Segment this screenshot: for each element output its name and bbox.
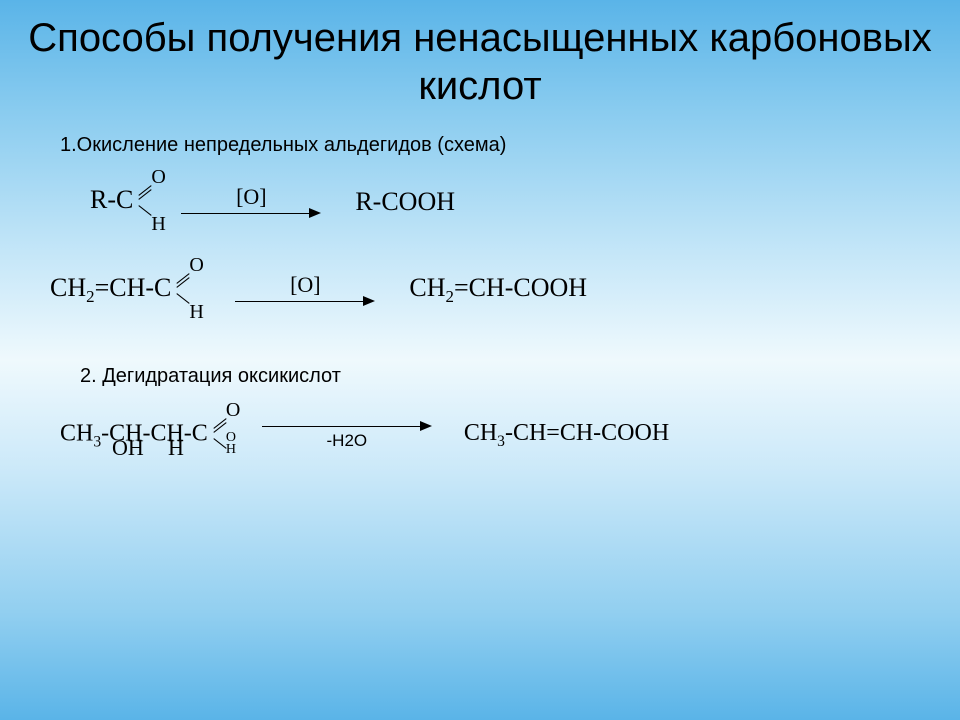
reaction-2: CH2=CH-C O H [O] CH2=CH-COOH xyxy=(50,255,960,325)
arrow-2: [O] xyxy=(235,272,375,308)
reactant-3: CH3-CH-CH-C O OH OH H xyxy=(60,405,242,465)
h-atom-2: H xyxy=(189,301,203,324)
arrow-3: -H2O xyxy=(262,419,432,451)
slide-title: Способы получения ненасыщенных карбоновы… xyxy=(0,0,960,110)
section2-reactions: CH3-CH-CH-C O OH OH H -H2O CH3-CH=CH-COO… xyxy=(60,400,960,470)
r3-a: CH xyxy=(60,421,93,447)
arrow-1: [O] xyxy=(181,184,321,220)
product-2: CH2=CH-COOH xyxy=(409,273,587,307)
o-atom-2: O xyxy=(189,254,203,277)
reaction-3: CH3-CH-CH-C O OH OH H -H2O CH3-CH=CH-COO… xyxy=(60,400,960,470)
o-atom: O xyxy=(151,166,165,189)
r2-sub: 2 xyxy=(86,287,94,306)
carbonyl-group: O H xyxy=(133,172,167,232)
branch-oh: OH xyxy=(112,435,144,461)
p3-sub: 3 xyxy=(497,432,505,449)
p2-b: =CH-COOH xyxy=(454,273,587,302)
section2-label: 2. Дегидратация оксикислот xyxy=(80,365,960,388)
p3-a: CH xyxy=(464,420,497,446)
product-1: R-COOH xyxy=(355,187,455,217)
arrow-3-label: -H2O xyxy=(327,431,368,451)
section1-reactions: R-C O H [O] R-COOH CH2=CH-C O H [O] CH2=… xyxy=(90,167,960,325)
p2-a: CH xyxy=(409,273,445,302)
carbonyl-group-3: O OH xyxy=(208,405,242,465)
r3-sub: 3 xyxy=(93,433,101,450)
o-atom-3: O xyxy=(226,399,240,422)
p2-sub: 2 xyxy=(445,287,453,306)
reactant-2: CH2=CH-C O H xyxy=(50,260,205,320)
reactant-1-text: R-C xyxy=(90,185,133,214)
oh-atom-3: OH xyxy=(226,432,236,457)
carbonyl-group-2: O H xyxy=(171,260,205,320)
r2-a: CH xyxy=(50,273,86,302)
branch-h: H xyxy=(168,435,184,461)
product-3: CH3-CH=CH-COOH xyxy=(464,420,669,451)
r2-b: =CH-C xyxy=(95,273,172,302)
h-atom: H xyxy=(151,213,165,236)
section1-label: 1.Окисление непредельных альдегидов (схе… xyxy=(60,134,960,157)
p3-b: -CH=CH-COOH xyxy=(505,420,669,446)
reactant-1: R-C O H xyxy=(90,172,167,232)
reaction-1: R-C O H [O] R-COOH xyxy=(90,167,960,237)
